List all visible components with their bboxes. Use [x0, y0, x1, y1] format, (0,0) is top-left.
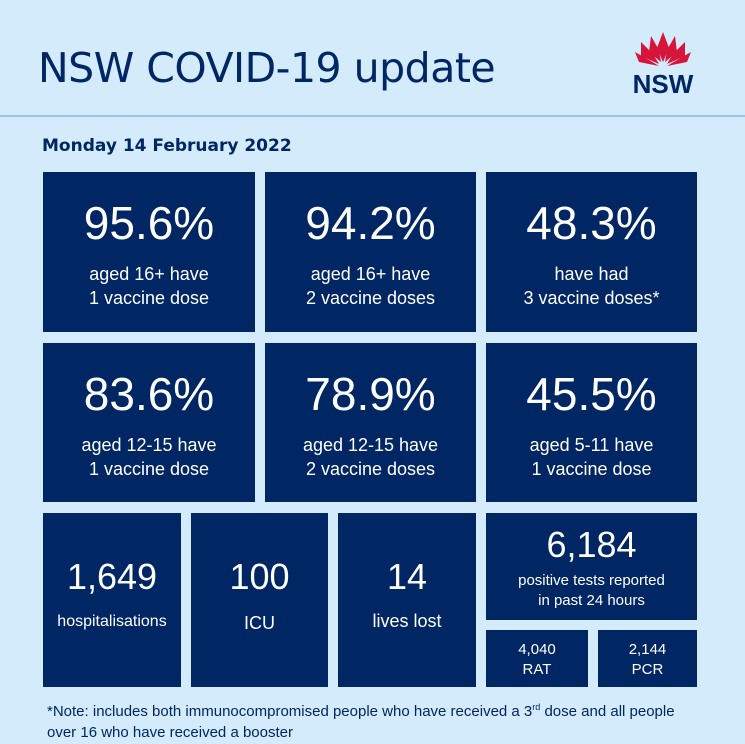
tile-label: aged 12-15 have	[81, 435, 217, 455]
tile-value: 95.6%	[83, 197, 215, 249]
tile-value: 83.6%	[83, 368, 215, 420]
nsw-logo: NSW	[628, 28, 698, 100]
tile-label: in past 24 hours	[538, 592, 645, 609]
tile-value: 14	[386, 556, 428, 597]
hospitalisations-tile: 1,649 hospitalisations	[43, 513, 181, 687]
tile-label: 2 vaccine doses	[305, 459, 436, 479]
deaths-tile: 14 lives lost	[338, 513, 476, 687]
tile-label: 1 vaccine dose	[531, 459, 652, 479]
tile-label: 2 vaccine doses	[305, 288, 436, 308]
tile-label: ICU	[244, 613, 275, 633]
vaccine-tile: 78.9% aged 12-15 have 2 vaccine doses	[265, 343, 476, 502]
tile-label: have had	[554, 264, 629, 284]
vaccine-tile: 45.5% aged 5-11 have 1 vaccine dose	[486, 343, 697, 502]
tile-label: 1 vaccine dose	[88, 288, 210, 308]
tile-label: aged 16+ have	[310, 264, 431, 284]
tile-label: PCR	[631, 661, 664, 678]
tile-value: 94.2%	[305, 197, 436, 249]
tile-label: 3 vaccine doses*	[523, 288, 660, 308]
footnote: *Note: includes both immunocompromised p…	[47, 697, 707, 743]
vaccine-tile: 95.6% aged 16+ have 1 vaccine dose	[43, 172, 255, 332]
vaccine-tile: 83.6% aged 12-15 have 1 vaccine dose	[43, 343, 255, 502]
header-divider	[0, 115, 745, 117]
footnote-text: *Note: includes both immunocompromised p…	[47, 703, 533, 720]
tile-label: aged 5-11 have	[529, 435, 654, 455]
page-title: NSW COVID-19 update	[38, 44, 496, 92]
vaccine-tile: 48.3% have had 3 vaccine doses*	[486, 172, 697, 332]
tile-value: 1,649	[66, 556, 158, 597]
tile-value: 100	[229, 556, 290, 597]
pcr-tile: 2,144 PCR	[598, 630, 697, 687]
footnote-sup: rd	[532, 702, 541, 712]
positive-tests-tile: 6,184 positive tests reported in past 24 h…	[486, 513, 697, 620]
tile-value: 45.5%	[526, 368, 657, 420]
tile-value: 48.3%	[526, 197, 657, 249]
tile-value: 78.9%	[305, 368, 436, 420]
tile-label: aged 16+ have	[89, 264, 209, 284]
tile-value: 6,184	[546, 524, 637, 565]
tile-value: 2,144	[628, 641, 667, 658]
icu-tile: 100 ICU	[191, 513, 328, 687]
tile-label: aged 12-15 have	[302, 435, 439, 455]
vaccine-tile: 94.2% aged 16+ have 2 vaccine doses	[265, 172, 476, 332]
logo-text: NSW	[632, 69, 694, 99]
tile-label: RAT	[522, 661, 552, 678]
tile-label: positive tests reported	[518, 572, 665, 589]
tile-label: 1 vaccine dose	[88, 459, 210, 479]
tile-value: 4,040	[518, 641, 556, 658]
rat-tile: 4,040 RAT	[486, 630, 588, 687]
footnote-text: dose and all people over 16 who have rec…	[47, 703, 675, 741]
waratah-icon	[635, 32, 691, 66]
report-date: Monday 14 February 2022	[42, 136, 292, 156]
tile-label: hospitalisations	[57, 613, 167, 630]
tile-label: lives lost	[372, 611, 442, 631]
